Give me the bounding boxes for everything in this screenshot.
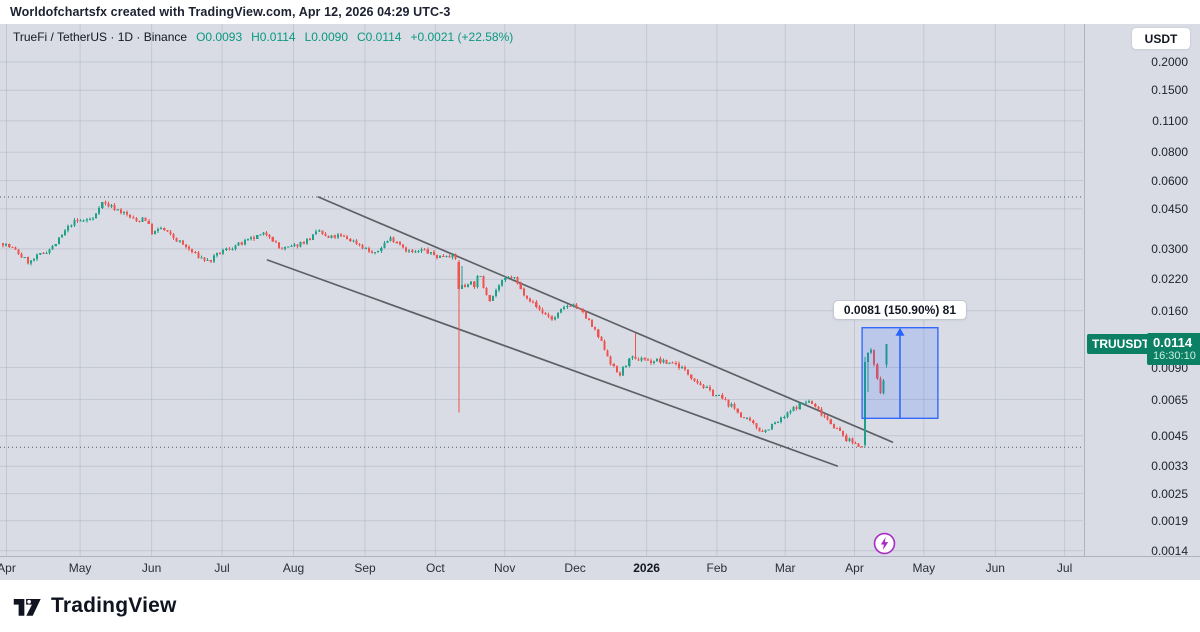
channel-trendlines — [266, 196, 894, 467]
attribution-bar: Worldofchartsfx created with TradingView… — [0, 0, 1200, 24]
dotted-level-lines — [0, 196, 1083, 448]
low-value: L0.0090 — [304, 30, 348, 44]
footer: TradingView — [0, 580, 1200, 632]
tradingview-mark-icon — [13, 598, 41, 616]
price-range-tool[interactable] — [861, 327, 939, 419]
price-tick-label: 0.0600 — [1151, 173, 1188, 188]
price-tick-label: 0.0160 — [1151, 303, 1188, 318]
time-axis[interactable]: Apr May Jun Jul Aug Sep Oct Nov Dec 2026 Feb Mar Apr… — [0, 556, 1200, 581]
time-tick-label: Jul — [214, 561, 230, 575]
price-tick-label: 0.0033 — [1151, 459, 1188, 474]
time-tick-label: Mar — [774, 561, 796, 575]
price-axis[interactable]: TRUUSDT 0.0114 16:30:10 0.2000 0.1500 0.11… — [1084, 24, 1200, 558]
time-tick-label: May — [68, 561, 92, 575]
close-value: C0.0114 — [357, 30, 402, 44]
time-tick-label: May — [912, 561, 936, 575]
price-tick-label: 0.1500 — [1151, 83, 1188, 98]
attribution-text: Worldofchartsfx created with TradingView… — [10, 5, 451, 19]
time-tick-label: Apr — [845, 561, 864, 575]
price-tick-label: 0.0045 — [1151, 428, 1188, 443]
price-tick-label: 0.0014 — [1151, 543, 1188, 558]
time-tick-label: Nov — [494, 561, 516, 575]
price-tick-label: 0.0025 — [1151, 486, 1188, 501]
open-value: O0.0093 — [196, 30, 243, 44]
currency-toggle-button[interactable]: USDT — [1132, 28, 1190, 49]
time-tick-label: Jul — [1056, 561, 1073, 575]
last-price-badge: 0.0114 16:30:10 — [1147, 333, 1200, 366]
chart-legend: TrueFi / TetherUS · 1D · Binance O0.0093… — [13, 30, 513, 44]
time-tick-label: 2026 — [633, 561, 660, 575]
price-tick-label: 0.0019 — [1151, 513, 1188, 528]
price-tick-label: 0.0065 — [1151, 392, 1188, 407]
price-tick-label: 0.0300 — [1151, 241, 1188, 256]
time-tick-label: Aug — [282, 561, 305, 575]
price-tick-label: 0.0450 — [1151, 201, 1188, 216]
price-tick-label: 0.0220 — [1151, 272, 1188, 287]
price-tick-label: 0.0800 — [1151, 145, 1188, 160]
time-tick-label: Jun — [141, 561, 162, 575]
time-tick-label: Sep — [354, 561, 376, 575]
bar-countdown: 16:30:10 — [1153, 350, 1196, 363]
time-tick-label: Apr — [0, 561, 16, 575]
change-value: +0.0021 (+22.58%) — [410, 30, 514, 44]
candlestick-chart[interactable] — [0, 24, 1083, 556]
chart-pane[interactable]: TrueFi / TetherUS · 1D · Binance O0.0093… — [0, 24, 1083, 556]
candles-layer — [2, 200, 888, 448]
tradingview-logo[interactable]: TradingView — [12, 593, 177, 619]
last-price: 0.0114 — [1153, 335, 1193, 351]
high-value: H0.0114 — [251, 30, 296, 44]
symbol-title[interactable]: TrueFi / TetherUS · 1D · Binance — [13, 30, 188, 44]
time-tick-label: Oct — [426, 561, 445, 575]
price-tick-label: 0.1100 — [1152, 113, 1188, 128]
price-tick-label: 0.2000 — [1151, 55, 1188, 69]
chart-area: TrueFi / TetherUS · 1D · Binance O0.0093… — [0, 24, 1200, 581]
measure-tool-label[interactable]: 0.0081 (150.90%) 81 — [832, 299, 968, 320]
tradingview-wordmark: TradingView — [51, 594, 177, 617]
ticker-badge: TRUUSDT — [1087, 334, 1155, 355]
grid-layer — [0, 24, 1083, 556]
time-tick-label: Feb — [706, 561, 728, 575]
time-tick-label: Dec — [564, 561, 586, 575]
lightning-bolt-icon[interactable] — [873, 532, 896, 555]
time-tick-label: Jun — [985, 561, 1005, 575]
